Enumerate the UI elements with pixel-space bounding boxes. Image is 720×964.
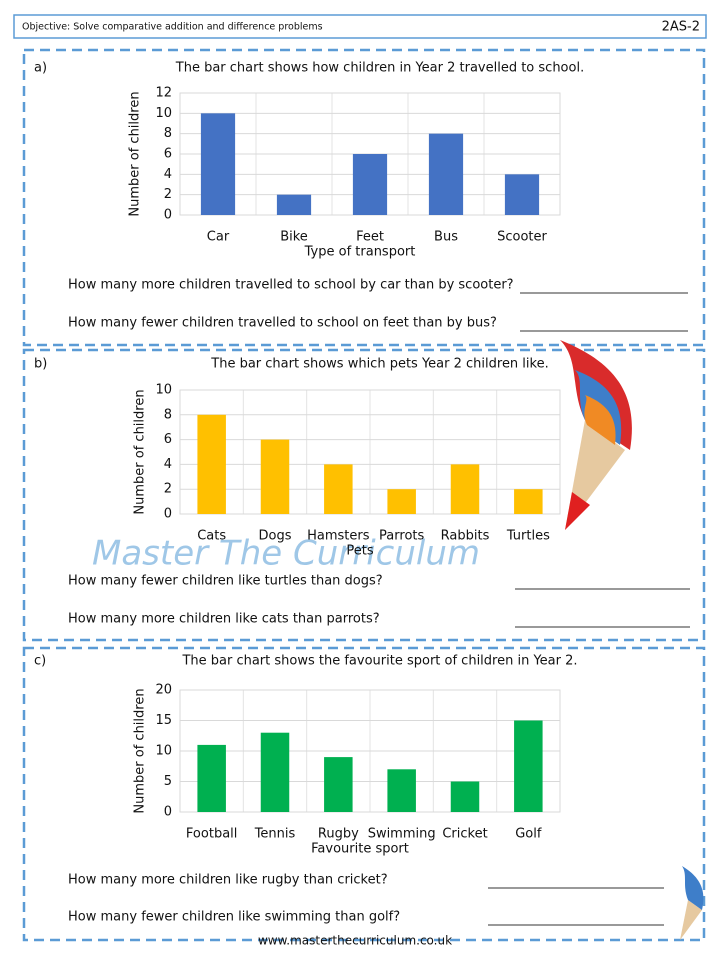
section-box bbox=[22, 348, 706, 642]
bar bbox=[260, 732, 290, 812]
chart-title: The bar chart shows the favourite sport … bbox=[181, 654, 577, 669]
y-tick-label: 20 bbox=[155, 683, 172, 698]
section-label: a) bbox=[34, 61, 47, 76]
y-tick-label: 8 bbox=[164, 126, 172, 141]
question: How many fewer children like swimming th… bbox=[68, 910, 400, 925]
watermark: Master The Curriculum bbox=[92, 534, 480, 574]
bar bbox=[450, 464, 480, 514]
chart-title: The bar chart shows which pets Year 2 ch… bbox=[210, 357, 548, 372]
x-tick-label: Turtles bbox=[506, 529, 550, 544]
x-tick-label: Tennis bbox=[254, 827, 296, 842]
x-axis-label: Type of transport bbox=[304, 245, 416, 260]
y-tick-label: 10 bbox=[155, 383, 172, 398]
bar bbox=[200, 113, 236, 215]
question: How many more children like cats than pa… bbox=[68, 612, 380, 627]
objective: Objective: Solve comparative addition an… bbox=[22, 22, 323, 33]
chart-title: The bar chart shows how children in Year… bbox=[175, 61, 584, 76]
bar bbox=[387, 769, 416, 812]
bar bbox=[514, 720, 543, 812]
question: How many fewer children travelled to sch… bbox=[68, 316, 497, 331]
x-tick-label: Rugby bbox=[318, 827, 359, 842]
bar bbox=[324, 757, 353, 812]
y-tick-label: 10 bbox=[155, 744, 172, 759]
x-tick-label: Golf bbox=[515, 827, 542, 842]
bar bbox=[260, 439, 290, 514]
header-bar bbox=[13, 14, 707, 39]
y-tick-label: 15 bbox=[155, 713, 172, 728]
y-tick-label: 8 bbox=[164, 407, 172, 422]
y-tick-label: 2 bbox=[164, 187, 172, 202]
question: How many fewer children like turtles tha… bbox=[68, 574, 383, 589]
y-tick-label: 6 bbox=[164, 147, 172, 162]
x-tick-label: Scooter bbox=[497, 230, 547, 245]
x-tick-label: Hamsters bbox=[307, 529, 370, 544]
x-tick-label: Dogs bbox=[259, 529, 292, 544]
bar bbox=[514, 489, 543, 514]
bar bbox=[324, 464, 353, 514]
y-tick-label: 4 bbox=[164, 457, 172, 472]
y-tick-label: 5 bbox=[164, 774, 172, 789]
question: How many more children like rugby than c… bbox=[68, 873, 388, 888]
question: How many more children travelled to scho… bbox=[68, 278, 514, 293]
section-box bbox=[22, 646, 706, 942]
section-box bbox=[22, 48, 706, 347]
section-label: c) bbox=[34, 654, 46, 669]
bar bbox=[450, 781, 480, 812]
section-label: b) bbox=[34, 357, 47, 372]
x-tick-label: Feet bbox=[356, 230, 384, 245]
y-tick-label: 2 bbox=[164, 482, 172, 497]
bar bbox=[352, 154, 388, 215]
x-axis-label: Pets bbox=[346, 544, 373, 559]
y-tick-label: 10 bbox=[155, 106, 172, 121]
y-tick-label: 6 bbox=[164, 432, 172, 447]
sheet-code: 2AS-2 bbox=[662, 20, 700, 35]
x-tick-label: Bus bbox=[434, 230, 458, 245]
x-tick-label: Parrots bbox=[379, 529, 424, 544]
footer-url: www.masterthecurriculum.co.uk bbox=[258, 934, 452, 948]
y-tick-label: 4 bbox=[164, 167, 172, 182]
bar bbox=[276, 194, 312, 215]
y-axis-label: Number of children bbox=[128, 91, 143, 216]
bar bbox=[504, 174, 540, 215]
x-tick-label: Cricket bbox=[442, 827, 487, 842]
y-tick-label: 0 bbox=[164, 507, 172, 522]
bar bbox=[197, 414, 226, 514]
x-tick-label: Football bbox=[186, 827, 237, 842]
x-tick-label: Rabbits bbox=[441, 529, 490, 544]
x-tick-label: Car bbox=[207, 230, 230, 245]
x-tick-label: Bike bbox=[280, 230, 308, 245]
x-axis-label: Favourite sport bbox=[311, 842, 409, 857]
bar bbox=[428, 133, 464, 215]
y-tick-label: 0 bbox=[164, 208, 172, 223]
x-tick-label: Cats bbox=[197, 529, 226, 544]
bar bbox=[197, 744, 226, 812]
y-axis-label: Number of children bbox=[133, 688, 148, 813]
y-tick-label: 0 bbox=[164, 805, 172, 820]
x-tick-label: Swimming bbox=[368, 827, 436, 842]
pencil-logo bbox=[560, 340, 704, 940]
bar bbox=[387, 489, 416, 514]
y-axis-label: Number of children bbox=[133, 389, 148, 514]
y-tick-label: 12 bbox=[155, 86, 172, 101]
